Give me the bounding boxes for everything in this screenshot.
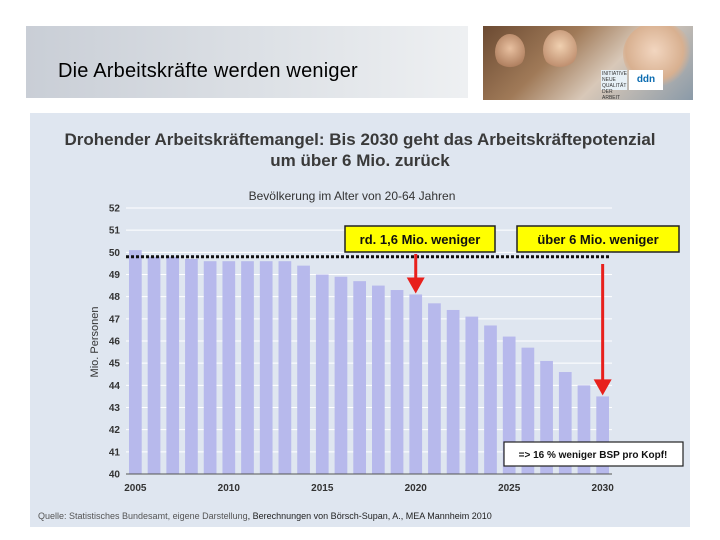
bar [259, 261, 273, 474]
bar [315, 274, 329, 474]
inqa-logo: INITIATIVE NEUE QUALITÄT DER ARBEIT [601, 70, 627, 100]
y-tick-label: 48 [109, 292, 121, 303]
source-note-part1: Quelle: Statistisches Bundesamt, eigene … [38, 511, 248, 521]
bar [222, 261, 236, 474]
chart-title-line2: um über 6 Mio. zurück [270, 151, 450, 170]
annotation-layer: rd. 1,6 Mio. weniger über 6 Mio. weniger… [126, 225, 684, 467]
bar-layer [128, 250, 610, 474]
chart-subtitle: Bevölkerung im Alter von 20-64 Jahren [249, 189, 456, 203]
bar [241, 261, 254, 474]
source-note-part2: , Berechnungen von Börsch-Supan, A., MEA… [248, 511, 492, 521]
slide-title: Die Arbeitskräfte werden weniger [58, 60, 358, 82]
axis-layer: 40 41 42 43 44 45 46 47 48 49 50 51 52 2005 2010 2015 20… [109, 204, 614, 495]
annotation-label-3: => 16 % weniger BSP pro Kopf! [519, 450, 668, 461]
bar [446, 309, 460, 474]
y-tick-label: 45 [109, 359, 121, 370]
y-tick-label: 51 [109, 226, 121, 237]
chart-title-line1: Drohender Arbeitskräftemangel: Bis 2030 … [64, 130, 655, 149]
photo-person-1 [495, 34, 525, 70]
bar [278, 261, 292, 474]
bar [502, 336, 516, 474]
y-tick-label: 50 [109, 248, 121, 259]
y-tick-label: 41 [109, 447, 121, 458]
bar [484, 325, 497, 474]
bar [428, 303, 441, 474]
bar [465, 316, 479, 474]
bar [409, 294, 423, 474]
y-tick-label: 43 [109, 403, 121, 414]
y-tick-label: 49 [109, 270, 121, 281]
bar [128, 250, 142, 474]
bar [203, 261, 217, 474]
source-note: Quelle: Statistisches Bundesamt, eigene … [38, 511, 492, 521]
header-photo: INITIATIVE NEUE QUALITÄT DER ARBEIT ddn [483, 26, 693, 100]
y-tick-label: 46 [109, 337, 121, 348]
y-tick-label: 40 [109, 470, 121, 481]
bar [371, 285, 385, 474]
x-tick-label: 2025 [498, 483, 521, 494]
bar [353, 281, 367, 474]
annotation-box-2 [516, 225, 680, 253]
bar [185, 258, 198, 474]
bar [390, 290, 404, 474]
title-band [26, 26, 468, 98]
bar [297, 265, 310, 474]
ddn-logo: ddn [629, 70, 663, 90]
x-tick-label: 2030 [592, 483, 615, 494]
y-tick-label: 47 [109, 314, 121, 325]
arrow-2020-head [406, 277, 425, 294]
annotation-box-3 [503, 441, 684, 467]
bar [334, 276, 348, 474]
x-tick-label: 2010 [218, 483, 241, 494]
annotation-label-2: über 6 Mio. weniger [537, 232, 658, 247]
annotation-box-1 [344, 225, 496, 253]
bar [147, 256, 161, 474]
x-tick-label: 2015 [311, 483, 334, 494]
y-tick-label: 52 [109, 204, 121, 215]
y-tick-label: 42 [109, 425, 121, 436]
y-axis-label: Mio. Personen [89, 307, 101, 378]
annotation-label-1: rd. 1,6 Mio. weniger [360, 232, 481, 247]
x-tick-label: 2020 [405, 483, 428, 494]
x-tick-label: 2005 [124, 483, 147, 494]
y-tick-label: 44 [109, 381, 121, 392]
arrow-2030-head [593, 379, 612, 396]
photo-person-2 [543, 30, 577, 70]
bar [166, 256, 180, 474]
